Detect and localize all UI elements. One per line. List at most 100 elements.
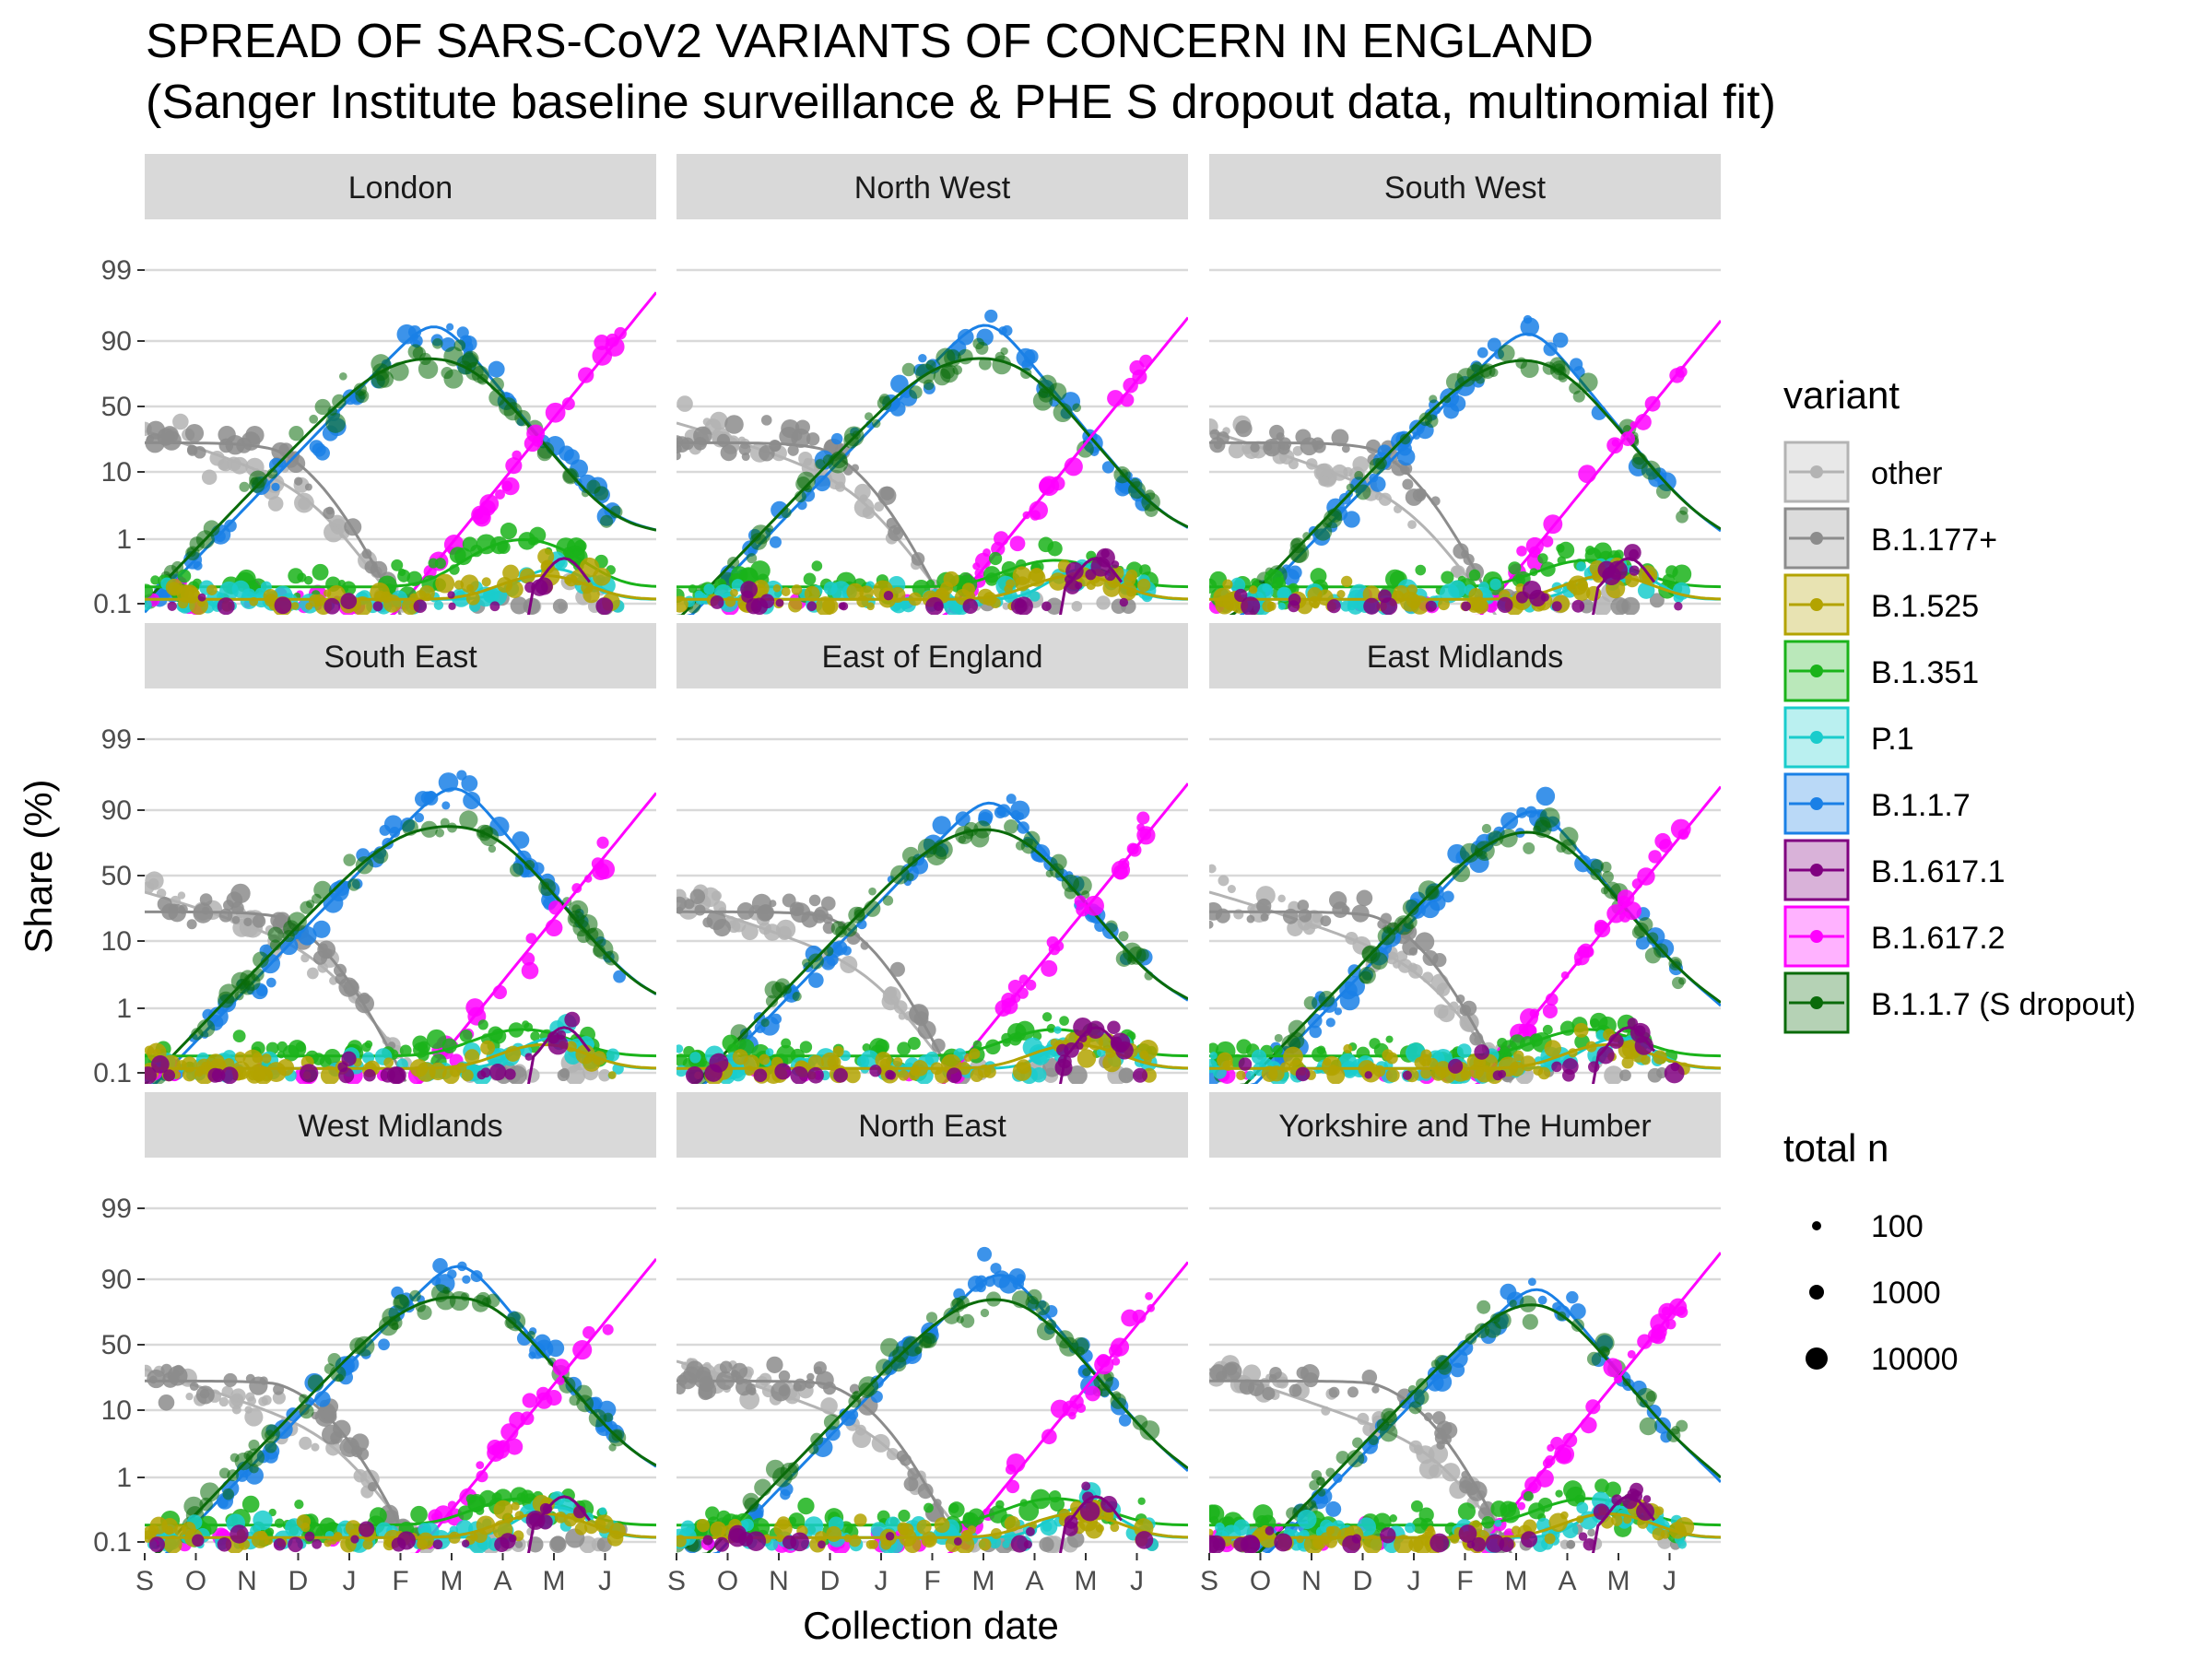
data-point xyxy=(830,432,843,445)
data-point xyxy=(738,442,751,456)
data-point xyxy=(1072,403,1082,413)
data-point xyxy=(980,1308,990,1318)
data-point xyxy=(1461,601,1471,612)
x-tick-label: J xyxy=(598,1566,612,1596)
data-point xyxy=(1025,979,1037,991)
data-point xyxy=(435,573,455,594)
data-point xyxy=(1415,564,1427,576)
data-point xyxy=(288,1536,303,1553)
data-point xyxy=(990,597,1001,609)
data-point xyxy=(807,953,824,970)
data-point xyxy=(1023,1540,1032,1549)
data-point xyxy=(241,1495,260,1513)
data-point xyxy=(1333,1473,1343,1484)
data-point xyxy=(1274,1033,1283,1042)
data-point xyxy=(838,602,846,610)
data-point xyxy=(394,1294,409,1310)
data-point xyxy=(1212,1538,1226,1551)
data-point xyxy=(1295,429,1312,445)
legend-label: B.1.351 xyxy=(1871,655,1979,690)
size-legend-label: 1000 xyxy=(1871,1276,1941,1311)
data-point xyxy=(1436,982,1451,997)
data-point xyxy=(609,505,623,519)
data-point xyxy=(964,1053,972,1063)
data-point xyxy=(806,432,820,446)
data-point xyxy=(447,1269,457,1279)
data-point xyxy=(488,844,497,853)
data-point xyxy=(1578,1532,1588,1541)
y-tick-label: 90 xyxy=(101,795,132,826)
panel-plot-area xyxy=(1209,314,1721,615)
series-b-1-1-7-s-dropout- xyxy=(1214,807,1721,1084)
data-point xyxy=(1635,935,1650,950)
data-point xyxy=(530,1030,540,1041)
data-point xyxy=(1260,912,1269,922)
data-point xyxy=(740,568,759,585)
data-point xyxy=(264,1449,278,1464)
data-point xyxy=(1511,1525,1521,1535)
y-tick-label: 1 xyxy=(116,524,132,555)
data-point xyxy=(1441,571,1454,584)
data-point xyxy=(1325,1500,1342,1517)
facet-strip xyxy=(677,623,1188,688)
data-point xyxy=(1432,1372,1453,1392)
data-point xyxy=(266,977,276,988)
data-point xyxy=(1359,971,1372,984)
data-point xyxy=(696,1518,711,1533)
data-point xyxy=(1524,1024,1537,1037)
data-point xyxy=(1627,1349,1636,1359)
data-point xyxy=(1604,1065,1624,1084)
data-point xyxy=(434,558,446,570)
data-point xyxy=(372,601,383,612)
legend-label: P.1 xyxy=(1871,722,1914,757)
data-point xyxy=(218,426,236,444)
fit-line xyxy=(1240,830,1721,1084)
data-point xyxy=(448,1531,461,1544)
data-point xyxy=(230,901,244,915)
data-point xyxy=(1239,1379,1255,1395)
data-point xyxy=(1635,414,1652,430)
facet-strip-label: London xyxy=(348,171,453,206)
data-point xyxy=(201,469,218,485)
data-point xyxy=(218,1498,229,1509)
data-point xyxy=(807,1066,824,1084)
data-point xyxy=(1642,1495,1652,1503)
data-point xyxy=(1593,1503,1610,1521)
data-point xyxy=(1619,1069,1631,1082)
data-point xyxy=(207,1067,223,1083)
data-point xyxy=(1032,391,1053,411)
data-point xyxy=(327,1353,341,1367)
data-point xyxy=(706,910,726,931)
data-point xyxy=(535,1392,553,1409)
data-point xyxy=(1630,1022,1651,1043)
size-legend-key xyxy=(1806,1347,1828,1370)
data-point xyxy=(1313,1539,1324,1548)
data-point xyxy=(1522,1313,1538,1330)
data-point xyxy=(1380,1527,1396,1544)
data-point xyxy=(977,1246,993,1262)
data-point xyxy=(502,564,520,582)
data-point xyxy=(1644,947,1662,964)
data-point xyxy=(306,967,319,980)
data-point xyxy=(418,1041,430,1054)
legend-item: B.1.351 xyxy=(1783,640,1979,702)
data-point xyxy=(1030,567,1044,582)
data-point xyxy=(413,599,428,614)
data-point xyxy=(345,1520,361,1536)
data-point xyxy=(865,1539,876,1549)
data-point xyxy=(272,1391,286,1405)
data-point xyxy=(1385,1068,1400,1083)
data-point xyxy=(435,1289,456,1311)
data-point xyxy=(946,1067,962,1084)
data-point xyxy=(1516,546,1527,557)
data-point xyxy=(1676,510,1688,524)
x-tick-label: A xyxy=(1025,1566,1043,1596)
data-point xyxy=(1004,819,1018,834)
data-point xyxy=(1222,579,1233,590)
data-point xyxy=(536,445,553,462)
data-point xyxy=(1473,598,1489,615)
data-point xyxy=(578,367,594,383)
y-tick-label: 50 xyxy=(101,392,132,422)
data-point xyxy=(447,591,455,599)
